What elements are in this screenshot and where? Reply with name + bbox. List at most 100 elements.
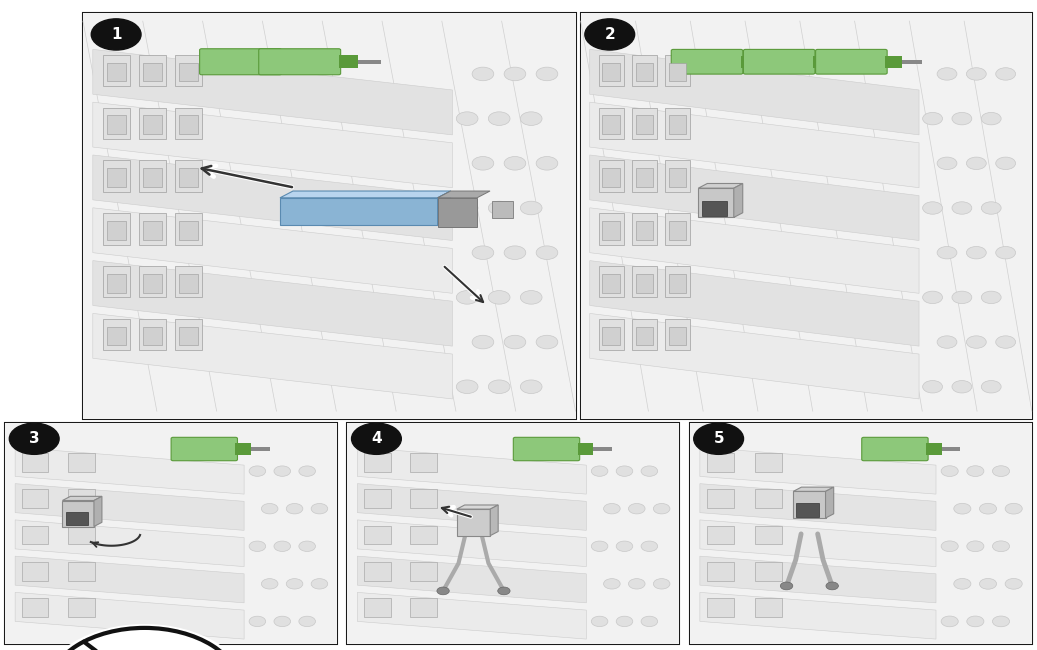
- Polygon shape: [16, 520, 244, 567]
- Circle shape: [616, 466, 633, 476]
- FancyBboxPatch shape: [364, 453, 391, 472]
- Circle shape: [952, 112, 972, 125]
- Circle shape: [923, 291, 943, 304]
- Bar: [143, 168, 162, 187]
- Polygon shape: [590, 155, 919, 240]
- Circle shape: [981, 291, 1001, 304]
- Bar: [179, 62, 198, 81]
- Bar: [593, 447, 612, 450]
- Bar: [83, 13, 576, 419]
- FancyBboxPatch shape: [707, 453, 734, 472]
- Polygon shape: [590, 208, 919, 293]
- Circle shape: [472, 246, 494, 259]
- Bar: [942, 447, 960, 450]
- FancyBboxPatch shape: [755, 562, 782, 580]
- FancyBboxPatch shape: [68, 453, 94, 472]
- Circle shape: [504, 246, 526, 259]
- Bar: [636, 326, 653, 345]
- Circle shape: [472, 67, 494, 81]
- FancyBboxPatch shape: [707, 489, 734, 508]
- Polygon shape: [16, 592, 244, 639]
- Bar: [926, 443, 942, 455]
- Bar: [338, 55, 358, 68]
- Bar: [669, 326, 686, 345]
- Polygon shape: [358, 447, 586, 494]
- Circle shape: [49, 628, 240, 650]
- Bar: [702, 202, 727, 216]
- Circle shape: [488, 380, 510, 393]
- FancyBboxPatch shape: [665, 213, 690, 244]
- FancyBboxPatch shape: [598, 107, 623, 139]
- FancyBboxPatch shape: [103, 213, 130, 244]
- Bar: [669, 62, 686, 81]
- FancyBboxPatch shape: [598, 213, 623, 244]
- FancyBboxPatch shape: [175, 213, 202, 244]
- FancyBboxPatch shape: [22, 562, 49, 580]
- Circle shape: [942, 466, 958, 476]
- Polygon shape: [700, 592, 936, 639]
- FancyBboxPatch shape: [862, 437, 928, 461]
- FancyBboxPatch shape: [665, 318, 690, 350]
- Circle shape: [456, 202, 478, 214]
- Circle shape: [981, 112, 1001, 125]
- FancyBboxPatch shape: [707, 526, 734, 545]
- Circle shape: [966, 336, 986, 348]
- Circle shape: [456, 380, 478, 393]
- Bar: [143, 221, 162, 240]
- Circle shape: [653, 578, 670, 589]
- Polygon shape: [825, 487, 834, 518]
- FancyBboxPatch shape: [755, 453, 782, 472]
- Polygon shape: [590, 49, 919, 135]
- Circle shape: [456, 112, 478, 125]
- Bar: [669, 274, 686, 292]
- FancyBboxPatch shape: [816, 49, 888, 74]
- Polygon shape: [438, 191, 491, 198]
- Circle shape: [274, 616, 290, 627]
- Polygon shape: [734, 183, 742, 217]
- Bar: [636, 221, 653, 240]
- Circle shape: [504, 67, 526, 81]
- Circle shape: [628, 504, 645, 514]
- FancyBboxPatch shape: [598, 266, 623, 298]
- Circle shape: [536, 157, 558, 170]
- FancyBboxPatch shape: [513, 437, 580, 461]
- FancyBboxPatch shape: [598, 55, 623, 86]
- Bar: [578, 443, 593, 455]
- Polygon shape: [280, 191, 451, 198]
- Polygon shape: [93, 155, 452, 240]
- Bar: [602, 62, 620, 81]
- Bar: [669, 115, 686, 134]
- Bar: [813, 56, 830, 68]
- Bar: [902, 60, 922, 64]
- Circle shape: [981, 380, 1001, 393]
- FancyBboxPatch shape: [22, 598, 49, 617]
- Polygon shape: [62, 500, 94, 526]
- FancyBboxPatch shape: [364, 562, 391, 580]
- FancyBboxPatch shape: [707, 562, 734, 580]
- FancyBboxPatch shape: [22, 453, 49, 472]
- Bar: [107, 115, 125, 134]
- Bar: [179, 168, 198, 187]
- Polygon shape: [590, 313, 919, 399]
- Circle shape: [996, 68, 1015, 80]
- Circle shape: [249, 616, 265, 627]
- Circle shape: [937, 336, 957, 348]
- FancyBboxPatch shape: [68, 489, 94, 508]
- Circle shape: [591, 541, 608, 551]
- Circle shape: [249, 541, 265, 551]
- FancyBboxPatch shape: [364, 489, 391, 508]
- Circle shape: [536, 246, 558, 259]
- Polygon shape: [700, 556, 936, 603]
- FancyBboxPatch shape: [598, 161, 623, 192]
- Bar: [602, 274, 620, 292]
- Circle shape: [352, 423, 401, 454]
- Circle shape: [472, 157, 494, 170]
- Polygon shape: [280, 198, 438, 225]
- Bar: [107, 274, 125, 292]
- Bar: [179, 115, 198, 134]
- Circle shape: [992, 466, 1010, 476]
- Bar: [796, 503, 819, 517]
- Circle shape: [249, 466, 265, 476]
- Bar: [636, 274, 653, 292]
- Polygon shape: [700, 520, 936, 567]
